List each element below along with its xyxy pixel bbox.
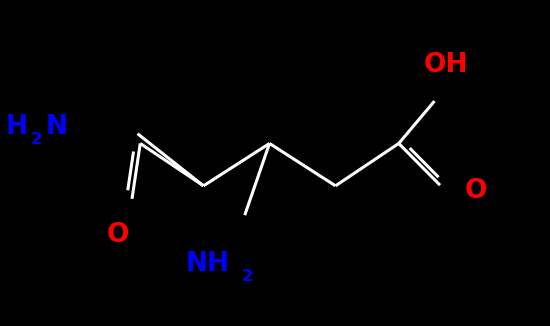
Text: 2: 2 — [31, 132, 42, 147]
Text: O: O — [107, 222, 129, 248]
Text: H: H — [6, 114, 28, 140]
Text: 2: 2 — [242, 269, 253, 284]
Text: O: O — [465, 178, 487, 204]
Text: NH: NH — [186, 251, 230, 277]
Text: N: N — [46, 114, 68, 140]
Text: OH: OH — [424, 52, 468, 78]
